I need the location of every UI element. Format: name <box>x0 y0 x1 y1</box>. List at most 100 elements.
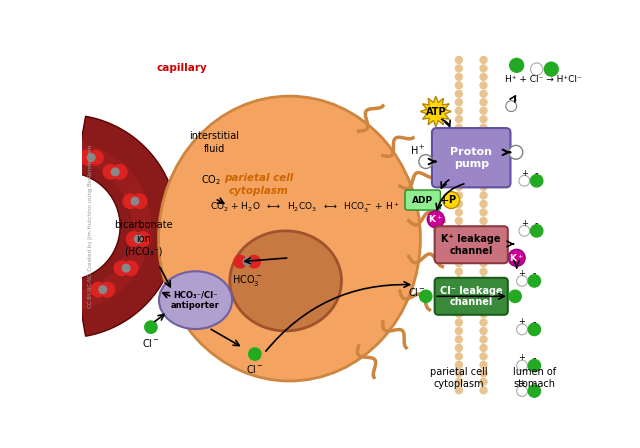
Text: K$^+$: K$^+$ <box>428 213 444 225</box>
Circle shape <box>531 63 543 75</box>
Circle shape <box>509 146 523 159</box>
Circle shape <box>480 378 487 385</box>
Text: CO$_2$ + H$_2$O  $\longleftrightarrow$  H$_2$CO$_3$  $\longleftrightarrow$  HCO$: CO$_2$ + H$_2$O $\longleftrightarrow$ H$… <box>210 201 400 215</box>
Circle shape <box>480 192 487 199</box>
Circle shape <box>89 150 103 165</box>
Circle shape <box>234 255 246 268</box>
Text: -: - <box>532 353 536 363</box>
Circle shape <box>456 158 462 165</box>
Circle shape <box>456 141 462 148</box>
Circle shape <box>456 319 462 326</box>
Circle shape <box>509 58 524 72</box>
Text: P: P <box>447 195 455 205</box>
Circle shape <box>456 293 462 301</box>
Circle shape <box>91 282 106 297</box>
Circle shape <box>480 65 487 72</box>
Circle shape <box>480 226 487 233</box>
Circle shape <box>480 209 487 216</box>
Circle shape <box>480 353 487 360</box>
Circle shape <box>480 133 487 140</box>
Circle shape <box>545 62 558 76</box>
Circle shape <box>456 82 462 89</box>
Circle shape <box>480 124 487 131</box>
Text: -: - <box>535 168 538 178</box>
Circle shape <box>456 345 462 351</box>
Circle shape <box>480 362 487 368</box>
Circle shape <box>480 285 487 292</box>
Circle shape <box>456 234 462 241</box>
Circle shape <box>456 327 462 334</box>
Ellipse shape <box>230 231 342 331</box>
Circle shape <box>528 359 541 372</box>
Circle shape <box>456 251 462 258</box>
Text: Cl$^-$: Cl$^-$ <box>246 363 264 375</box>
Circle shape <box>456 362 462 368</box>
Circle shape <box>480 82 487 89</box>
Circle shape <box>528 275 541 287</box>
Circle shape <box>115 261 129 276</box>
Circle shape <box>480 217 487 224</box>
Circle shape <box>100 282 115 297</box>
Text: ATP: ATP <box>426 107 446 116</box>
Circle shape <box>480 150 487 156</box>
Circle shape <box>249 348 261 360</box>
Text: +: + <box>518 317 525 326</box>
Circle shape <box>243 258 251 266</box>
Circle shape <box>480 99 487 106</box>
Text: CO$_2$: CO$_2$ <box>201 173 221 187</box>
Circle shape <box>456 133 462 140</box>
Circle shape <box>456 378 462 385</box>
Circle shape <box>480 293 487 301</box>
Text: K$^+$: K$^+$ <box>509 252 524 264</box>
Circle shape <box>428 211 444 228</box>
Text: +: + <box>518 269 525 278</box>
Circle shape <box>456 116 462 123</box>
Text: parietal cell
cytoplasm: parietal cell cytoplasm <box>224 173 293 196</box>
Text: HCO$_3^-$: HCO$_3^-$ <box>232 273 262 288</box>
Text: Cl⁻ leakage
channel: Cl⁻ leakage channel <box>440 285 502 307</box>
Circle shape <box>88 154 95 161</box>
Circle shape <box>456 209 462 216</box>
FancyBboxPatch shape <box>435 226 508 263</box>
Circle shape <box>456 99 462 106</box>
Text: -: - <box>532 268 536 278</box>
Circle shape <box>480 260 487 267</box>
Circle shape <box>480 310 487 318</box>
Circle shape <box>480 158 487 165</box>
Circle shape <box>456 73 462 80</box>
Circle shape <box>111 168 119 176</box>
Circle shape <box>419 155 433 168</box>
Circle shape <box>480 234 487 241</box>
Text: lumen of
stomach: lumen of stomach <box>513 367 556 389</box>
Circle shape <box>509 290 521 302</box>
Circle shape <box>122 264 130 272</box>
Text: +: + <box>521 219 528 228</box>
Ellipse shape <box>159 96 420 381</box>
Circle shape <box>456 107 462 114</box>
Circle shape <box>456 268 462 275</box>
Circle shape <box>508 250 525 266</box>
Circle shape <box>480 141 487 148</box>
Circle shape <box>480 243 487 250</box>
Circle shape <box>516 276 527 286</box>
Circle shape <box>528 323 541 336</box>
Circle shape <box>480 345 487 351</box>
Circle shape <box>506 101 516 112</box>
Circle shape <box>480 336 487 343</box>
Text: +: + <box>438 194 449 207</box>
Circle shape <box>519 225 530 236</box>
Circle shape <box>480 302 487 309</box>
Circle shape <box>456 150 462 156</box>
Circle shape <box>456 226 462 233</box>
Circle shape <box>443 192 460 208</box>
Circle shape <box>123 194 138 208</box>
Circle shape <box>456 56 462 63</box>
Circle shape <box>456 370 462 377</box>
Text: Proton
pump: Proton pump <box>450 147 492 168</box>
Circle shape <box>519 176 530 186</box>
Text: Cl$^-$: Cl$^-$ <box>408 286 426 298</box>
Circle shape <box>531 175 543 187</box>
Circle shape <box>480 319 487 326</box>
Circle shape <box>516 360 527 371</box>
Text: -: - <box>532 378 536 388</box>
